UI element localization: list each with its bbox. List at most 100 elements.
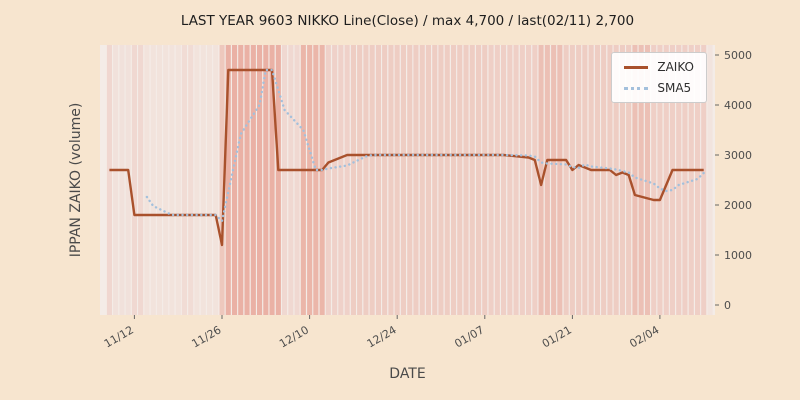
- x-tick-label: 12/24: [365, 323, 399, 350]
- day-band: [156, 45, 162, 315]
- day-band: [169, 45, 175, 315]
- day-band: [207, 45, 213, 315]
- day-band: [319, 45, 325, 315]
- x-tick-label: 12/10: [277, 323, 311, 350]
- sma5-line-sample: [624, 86, 649, 90]
- day-band: [626, 45, 632, 315]
- day-band: [676, 45, 682, 315]
- day-band: [707, 45, 713, 315]
- day-band: [594, 45, 600, 315]
- y-tick-label: 1000: [724, 249, 752, 262]
- day-band: [669, 45, 675, 315]
- day-band: [250, 45, 256, 315]
- day-band: [282, 45, 288, 315]
- day-band: [576, 45, 582, 315]
- y-tick-label: 0: [724, 299, 731, 312]
- day-band: [526, 45, 532, 315]
- y-tick-label: 4000: [724, 99, 752, 112]
- day-band: [125, 45, 131, 315]
- day-band: [325, 45, 331, 315]
- day-band: [238, 45, 244, 315]
- day-band: [613, 45, 619, 315]
- day-band: [532, 45, 538, 315]
- day-band: [551, 45, 557, 315]
- day-band: [294, 45, 300, 315]
- zaiko-line: [109, 68, 704, 247]
- day-band: [569, 45, 575, 315]
- day-band: [513, 45, 519, 315]
- day-band: [400, 45, 406, 315]
- day-band: [444, 45, 450, 315]
- day-band: [463, 45, 469, 315]
- day-band: [557, 45, 563, 315]
- day-band: [300, 45, 306, 315]
- day-band: [619, 45, 625, 315]
- x-tick-label: 11/12: [102, 323, 136, 350]
- day-band: [338, 45, 344, 315]
- day-band: [457, 45, 463, 315]
- day-band: [644, 45, 650, 315]
- x-tick-label: 02/04: [627, 323, 661, 350]
- day-band: [519, 45, 525, 315]
- day-band: [657, 45, 663, 315]
- day-band: [163, 45, 169, 315]
- day-band: [588, 45, 594, 315]
- day-band: [563, 45, 569, 315]
- day-band: [344, 45, 350, 315]
- day-band: [413, 45, 419, 315]
- day-band: [494, 45, 500, 315]
- day-band: [375, 45, 381, 315]
- day-band: [200, 45, 206, 315]
- day-band: [701, 45, 707, 315]
- day-band: [582, 45, 588, 315]
- x-tick-label: 01/07: [452, 323, 486, 350]
- y-tick-label: 2000: [724, 199, 752, 212]
- day-band: [682, 45, 688, 315]
- day-band: [219, 45, 225, 315]
- day-band: [451, 45, 457, 315]
- legend-label-sma5: SMA5: [657, 81, 692, 95]
- day-band: [469, 45, 475, 315]
- day-band: [313, 45, 319, 315]
- y-axis-label: IPPAN ZAIKO (volume): [68, 102, 84, 258]
- day-band: [131, 45, 137, 315]
- day-band: [244, 45, 250, 315]
- day-band: [138, 45, 144, 315]
- day-band: [181, 45, 187, 315]
- day-band: [288, 45, 294, 315]
- y-tick-label: 3000: [724, 149, 752, 162]
- day-band: [432, 45, 438, 315]
- day-band: [150, 45, 156, 315]
- day-band: [188, 45, 194, 315]
- day-band: [350, 45, 356, 315]
- day-band: [269, 45, 275, 315]
- day-band: [501, 45, 507, 315]
- day-band: [482, 45, 488, 315]
- legend-item-zaiko: ZAIKO: [624, 60, 694, 74]
- day-band: [607, 45, 613, 315]
- day-band: [257, 45, 263, 315]
- day-band: [419, 45, 425, 315]
- day-band: [369, 45, 375, 315]
- day-band: [225, 45, 231, 315]
- day-band: [425, 45, 431, 315]
- day-band: [488, 45, 494, 315]
- day-band: [507, 45, 513, 315]
- day-band: [363, 45, 369, 315]
- day-band: [232, 45, 238, 315]
- day-band: [194, 45, 200, 315]
- day-band: [113, 45, 119, 315]
- day-band: [106, 45, 112, 315]
- day-band: [357, 45, 363, 315]
- day-band: [438, 45, 444, 315]
- legend-label-zaiko: ZAIKO: [657, 60, 694, 74]
- day-band: [382, 45, 388, 315]
- day-band: [544, 45, 550, 315]
- x-tick-label: 11/26: [190, 323, 224, 350]
- day-band: [307, 45, 313, 315]
- day-band: [263, 45, 269, 315]
- chart-title: LAST YEAR 9603 NIKKO Line(Close) / max 4…: [180, 13, 635, 29]
- day-band: [175, 45, 181, 315]
- day-band: [213, 45, 219, 315]
